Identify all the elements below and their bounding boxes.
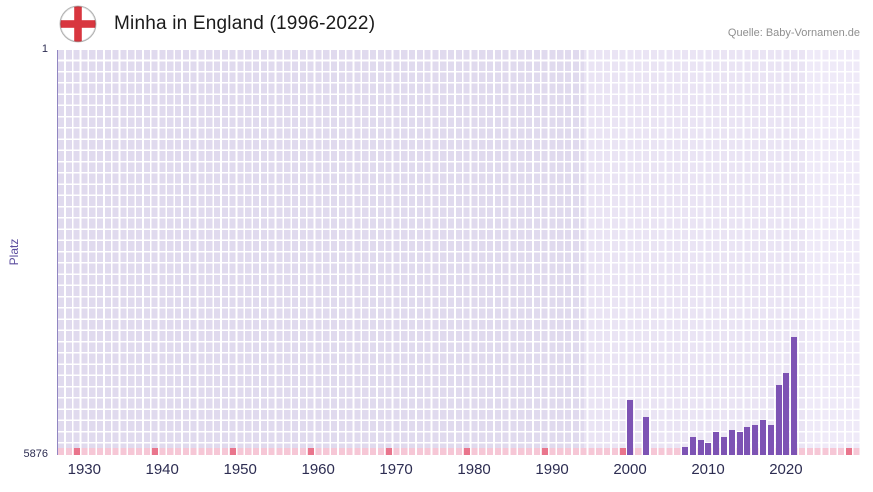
x-tick-2020: 2020 bbox=[769, 461, 803, 478]
chart-bar-2018 bbox=[767, 424, 774, 455]
baseline-mark-1949 bbox=[229, 448, 236, 455]
baseline-mark-1929 bbox=[73, 448, 80, 455]
y-tick-top: 1 bbox=[41, 43, 48, 55]
chart-bar-2009 bbox=[697, 440, 704, 455]
source-credit: Quelle: Baby-Vornamen.de bbox=[727, 27, 860, 39]
chart-bar-2007 bbox=[682, 447, 689, 455]
chart-bar-2008 bbox=[689, 437, 696, 455]
x-tick-1990: 1990 bbox=[535, 461, 569, 478]
baseline-mark-1939 bbox=[151, 448, 158, 455]
chart-bar-2002 bbox=[643, 417, 650, 455]
chart-bar-2016 bbox=[752, 424, 759, 455]
england-flag-icon bbox=[59, 5, 97, 43]
x-tick-1980: 1980 bbox=[457, 461, 491, 478]
chart-bar-2011 bbox=[713, 431, 720, 455]
chart-bar-2013 bbox=[728, 430, 735, 455]
baseline-mark-1959 bbox=[307, 448, 314, 455]
chart-bar-2010 bbox=[705, 442, 712, 455]
x-tick-1950: 1950 bbox=[223, 461, 257, 478]
baseline-mark-1969 bbox=[385, 448, 392, 455]
x-tick-1970: 1970 bbox=[379, 461, 413, 478]
chart-title: Minha in England (1996-2022) bbox=[114, 13, 376, 34]
x-tick-2010: 2010 bbox=[691, 461, 725, 478]
y-axis-label: Platz bbox=[7, 238, 21, 266]
chart-bar-2017 bbox=[760, 420, 767, 455]
chart-bar-2012 bbox=[721, 437, 728, 455]
y-tick-bottom: 5876 bbox=[23, 448, 48, 460]
x-tick-2000: 2000 bbox=[613, 461, 647, 478]
baseline-mark-2028 bbox=[845, 448, 852, 455]
plot-area bbox=[57, 50, 860, 455]
x-tick-1940: 1940 bbox=[145, 461, 179, 478]
baseline-mark-1999 bbox=[619, 448, 626, 455]
baseline-mark-1979 bbox=[463, 448, 470, 455]
chart-bar-2020 bbox=[783, 373, 790, 455]
baseline-strip bbox=[58, 448, 860, 455]
x-tick-1960: 1960 bbox=[301, 461, 335, 478]
baseline-mark-1989 bbox=[541, 448, 548, 455]
chart-bar-2021 bbox=[791, 337, 798, 455]
chart-bar-2019 bbox=[775, 385, 782, 455]
chart-bar-2015 bbox=[744, 427, 751, 455]
x-tick-1930: 1930 bbox=[67, 461, 101, 478]
chart-bar-2000 bbox=[627, 400, 634, 455]
chart-bar-2014 bbox=[736, 431, 743, 455]
